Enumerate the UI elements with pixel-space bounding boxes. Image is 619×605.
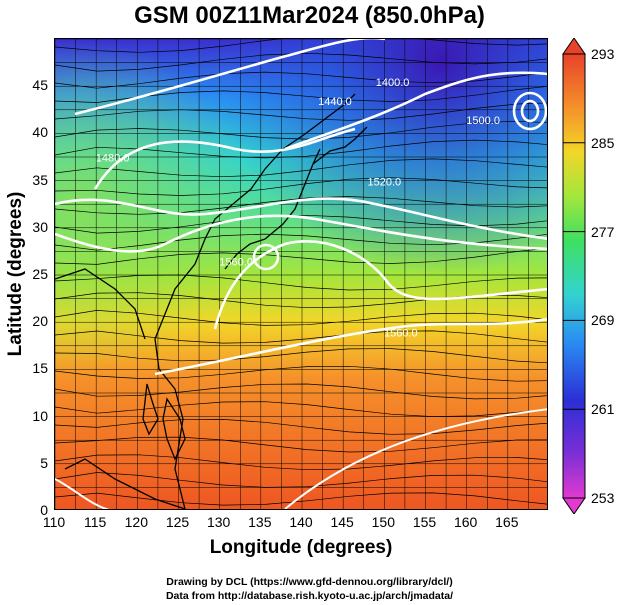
streamline xyxy=(55,383,547,400)
contour-labels: 1400.0 1440.0 1480.0 1520.0 1560.0 1560.0 1500… xyxy=(96,77,500,339)
chart-title: GSM 00Z11Mar2024 (850.0hPa) xyxy=(134,2,485,29)
colorbar-bottom-triangle xyxy=(562,497,586,514)
x-tick-label: 110 xyxy=(42,514,66,530)
x-tick-label: 125 xyxy=(165,514,190,530)
x-tick-label: 115 xyxy=(83,514,107,530)
streamline xyxy=(55,52,547,72)
colorbar-tick-label: 261 xyxy=(591,401,615,418)
streamline xyxy=(55,158,547,178)
credit-data: Data from http://database.rish.kyoto-u.a… xyxy=(165,590,454,602)
y-tick-label: 15 xyxy=(32,360,48,377)
contour-label: 1400.0 xyxy=(376,77,410,89)
colorbar xyxy=(562,38,586,514)
contour-label: 1480.0 xyxy=(96,153,130,165)
contour-label: 1560.0 xyxy=(384,327,418,339)
colorbar-tick-label: 293 xyxy=(591,46,615,62)
streamline xyxy=(55,177,547,196)
y-axis-label: Latitude (degrees) xyxy=(5,191,26,357)
contour-label: 1560.0 xyxy=(219,257,253,269)
coastline xyxy=(55,93,368,509)
x-tick-label: 135 xyxy=(248,514,272,530)
colorbar-top-triangle xyxy=(562,38,586,55)
x-tick-label: 130 xyxy=(206,514,231,530)
map-canvas: 1400.0 1440.0 1480.0 1520.0 1560.0 1560.0 1500… xyxy=(55,39,547,509)
streamline xyxy=(55,365,547,382)
x-tick-label: 160 xyxy=(453,514,478,530)
contour-label: 1520.0 xyxy=(368,176,402,188)
colorbar-tick-label: 253 xyxy=(591,490,615,506)
streamline xyxy=(55,472,547,488)
y-tick-label: 0 xyxy=(40,502,48,518)
y-tick-label: 45 xyxy=(32,77,48,94)
x-axis-label: Longitude (degrees) xyxy=(209,537,393,558)
y-tick-label: 30 xyxy=(32,218,48,235)
y-tick-label: 20 xyxy=(32,313,48,330)
streamline xyxy=(55,454,547,471)
x-tick-label: 140 xyxy=(289,514,313,530)
streamline xyxy=(55,71,547,89)
x-tick-label: 150 xyxy=(371,514,395,530)
x-tick-label: 165 xyxy=(495,514,519,530)
streamline xyxy=(55,248,547,265)
colorbar-tick-label: 285 xyxy=(591,134,615,151)
streamline xyxy=(55,120,547,140)
streamline xyxy=(55,330,547,344)
y-tick-label: 25 xyxy=(32,266,48,282)
streamline xyxy=(55,436,547,453)
streamline xyxy=(55,102,547,121)
height-contours xyxy=(55,39,547,509)
streamline xyxy=(55,39,547,53)
contour-label: 1500.0 xyxy=(466,115,500,127)
colorbar-tick-label: 269 xyxy=(591,312,615,329)
map-plot-area: 1400.0 1440.0 1480.0 1520.0 1560.0 1560.0 1500… xyxy=(54,38,548,510)
x-tick-label: 120 xyxy=(124,514,148,530)
lat-lon-grid xyxy=(55,39,547,509)
y-tick-label: 35 xyxy=(32,171,48,188)
y-tick-label: 40 xyxy=(32,124,48,141)
streamline xyxy=(55,274,547,291)
streamline xyxy=(55,196,547,215)
x-tick-label: 145 xyxy=(330,514,354,530)
x-tick-label: 155 xyxy=(412,514,437,530)
streamline xyxy=(55,492,547,506)
colorbar-tick-label: 277 xyxy=(591,223,615,240)
colorbar-gradient xyxy=(562,53,586,499)
streamline xyxy=(55,401,547,417)
y-tick-label: 5 xyxy=(40,454,48,471)
streamline xyxy=(55,348,547,364)
streamline xyxy=(55,310,547,326)
streamline xyxy=(55,419,547,435)
y-tick-label: 10 xyxy=(32,407,48,424)
contour-label: 1440.0 xyxy=(318,96,352,108)
credit-drawing: Drawing by DCL (https://www.gfd-dennou.o… xyxy=(166,576,453,588)
